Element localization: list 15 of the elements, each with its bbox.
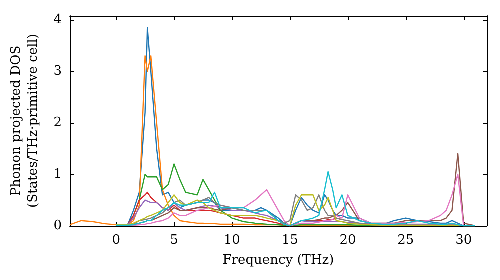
y-tick-label: 0	[54, 218, 62, 234]
y-tick-label: 3	[54, 64, 62, 80]
x-tick-label: 20	[340, 233, 356, 248]
x-tick-label: 25	[398, 233, 414, 248]
x-tick-label: 5	[170, 233, 178, 248]
x-tick-label: 15	[282, 233, 298, 248]
x-tick-label: 30	[456, 233, 472, 248]
x-tick-label: 0	[112, 233, 120, 248]
x-tick-label: 10	[224, 233, 240, 248]
y-tick-label: 1	[54, 167, 62, 182]
x-axis-title: Frequency (THz)	[222, 252, 334, 268]
line-series	[69, 56, 372, 227]
y-tick-label: 2	[54, 116, 62, 131]
y-axis-title: Phonon projected DOS (States/THz·primitive cell)	[9, 34, 41, 208]
y-tick-label: 4	[54, 12, 62, 28]
